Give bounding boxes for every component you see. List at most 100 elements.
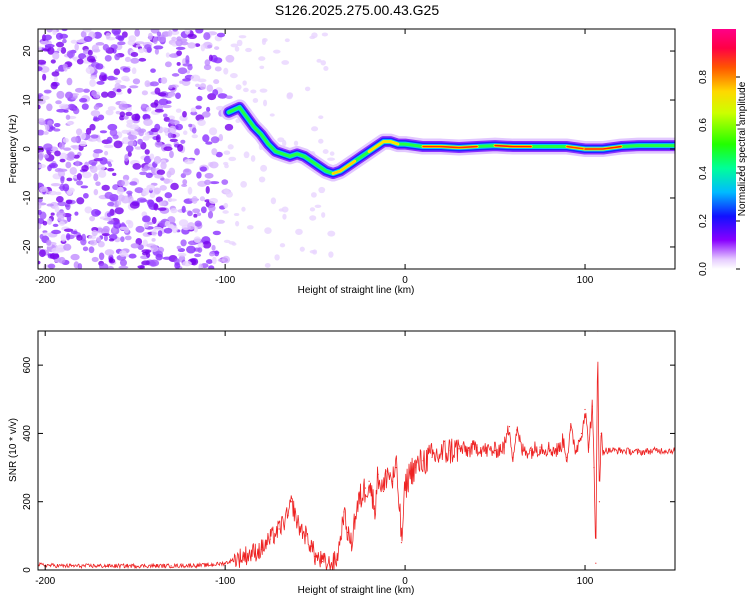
noise-blob — [208, 204, 216, 212]
snr-point — [440, 453, 442, 455]
snr-axes: -200 -100 0 100 0 200 400 600 — [22, 331, 675, 587]
snr-point — [503, 446, 505, 448]
noise-blob — [199, 166, 207, 172]
noise-blob — [250, 155, 256, 162]
noise-blob — [176, 61, 181, 66]
noise-blob — [49, 126, 56, 130]
noise-blob — [154, 174, 164, 179]
snr-point — [321, 560, 323, 563]
noise-blob — [187, 186, 193, 195]
noise-blob — [148, 32, 153, 41]
noise-blob — [141, 90, 148, 96]
noise-blob — [204, 179, 212, 186]
noise-blob — [262, 99, 268, 107]
snr-point — [310, 545, 313, 547]
snr-point — [287, 514, 289, 516]
snr-point — [368, 480, 370, 482]
snr-point — [598, 501, 601, 503]
noise-blob — [98, 252, 105, 261]
noise-blob — [124, 235, 132, 241]
noise-blob — [38, 66, 43, 72]
snr-point — [516, 429, 518, 431]
noise-blob — [114, 79, 122, 84]
snr-point — [548, 448, 550, 450]
noise-blob — [170, 182, 179, 191]
noise-blob — [180, 239, 187, 247]
noise-blob — [231, 242, 237, 246]
noise-blob — [154, 123, 161, 131]
noise-blob — [142, 188, 150, 196]
noise-blob — [131, 113, 141, 121]
noise-blob — [155, 253, 163, 261]
noise-blob — [43, 143, 53, 151]
noise-blob — [194, 220, 202, 227]
noise-blob — [277, 137, 285, 143]
snr-point — [278, 528, 280, 530]
noise-blob — [50, 212, 55, 216]
noise-blob — [310, 192, 317, 198]
noise-blob — [39, 41, 50, 45]
noise-blob — [146, 184, 156, 191]
colorbar-tick-label: 0.4 — [698, 166, 709, 180]
noise-blob — [200, 44, 206, 52]
noise-blob — [225, 54, 235, 63]
noise-blob — [38, 202, 42, 210]
noise-blob — [279, 243, 286, 248]
snr-point — [336, 559, 338, 561]
noise-blob — [197, 247, 203, 253]
snr-point — [512, 456, 514, 458]
spectrogram-y-tick-label: -20 — [22, 239, 33, 254]
noise-blob — [147, 221, 154, 225]
snr-x-axis-label: Height of straight line (km) — [298, 585, 415, 596]
noise-blob — [97, 138, 102, 143]
noise-blob — [223, 150, 231, 155]
noise-blob — [76, 58, 84, 65]
noise-blob — [144, 44, 152, 50]
noise-blob — [208, 251, 216, 257]
noise-blob — [43, 34, 52, 41]
noise-blob — [224, 123, 234, 131]
noise-blob — [104, 54, 112, 62]
noise-blob — [95, 42, 105, 46]
snr-point — [339, 538, 341, 540]
noise-blob — [175, 46, 186, 51]
snr-point — [575, 449, 577, 452]
colorbar-label: Normalized spectral amplitude — [737, 81, 748, 216]
colorbar-tick-label: 0.6 — [698, 118, 709, 132]
noise-blob — [195, 105, 202, 110]
noise-blob — [129, 85, 139, 89]
noise-blob — [50, 81, 58, 90]
noise-blob — [258, 56, 266, 61]
noise-blob — [206, 106, 211, 112]
noise-blob — [214, 46, 220, 50]
noise-blob — [122, 67, 131, 73]
noise-blob — [180, 139, 186, 144]
noise-blob — [221, 255, 231, 264]
noise-blob — [153, 156, 162, 164]
noise-blob — [261, 38, 267, 46]
noise-blob — [159, 184, 167, 191]
noise-blob — [117, 41, 126, 46]
spectrogram-y-tick-label: 10 — [22, 94, 33, 106]
noise-blob — [164, 61, 172, 68]
noise-blob — [223, 202, 229, 209]
noise-blob — [167, 30, 173, 37]
noise-blob — [142, 135, 150, 141]
noise-blob — [99, 157, 108, 165]
snr-point — [458, 448, 460, 450]
noise-blob — [236, 39, 243, 47]
noise-blob — [200, 206, 207, 214]
noise-blob — [95, 181, 101, 186]
noise-blob — [75, 160, 80, 167]
noise-blob — [134, 41, 145, 45]
noise-blob — [43, 89, 52, 94]
snr-point — [638, 451, 640, 453]
noise-blob — [70, 39, 78, 44]
noise-blob — [66, 177, 73, 182]
snr-point — [595, 562, 597, 564]
noise-blob — [38, 186, 48, 193]
noise-blob — [91, 229, 98, 237]
snr-point — [382, 490, 385, 493]
snr-x-tick-label: -200 — [35, 576, 55, 587]
snr-point — [485, 449, 487, 452]
